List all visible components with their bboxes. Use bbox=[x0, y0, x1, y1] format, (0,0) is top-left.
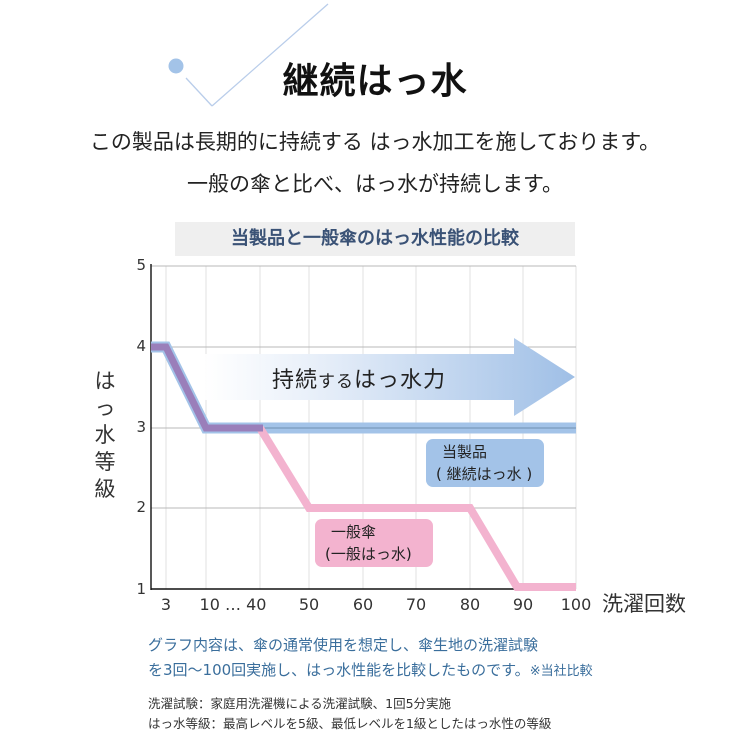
legend-product-line1: 当製品 bbox=[442, 443, 488, 461]
x-tick-70: 70 bbox=[405, 595, 427, 614]
legend-product: 当製品 ( 継続はっ水 ) bbox=[426, 439, 544, 487]
x-tick-100: 100 bbox=[560, 595, 592, 614]
page-title: 継続はっ水 bbox=[0, 52, 750, 104]
arrow-label-part-1: 持続 bbox=[272, 368, 319, 393]
chart-title: 当製品と一般傘のはっ水性能の比較 bbox=[175, 222, 575, 256]
x-tick-3: 3 bbox=[160, 595, 172, 614]
x-tick-90: 90 bbox=[512, 595, 534, 614]
y-axis-label: は っ 水 等 級 bbox=[92, 368, 118, 503]
arrow-label: 持続するはっ水力 bbox=[272, 362, 446, 394]
y-axis-label-char: は bbox=[94, 369, 116, 393]
y-axis-label-char: 等 bbox=[94, 450, 116, 474]
x-tick-60: 60 bbox=[352, 595, 374, 614]
x-tick-10-40: 10 … 40 bbox=[199, 595, 267, 614]
y-tick-4: 4 bbox=[136, 337, 146, 355]
y-axis-label-char: 級 bbox=[94, 477, 116, 501]
arrow-label-part-2: する bbox=[318, 372, 355, 392]
y-tick-5: 5 bbox=[136, 256, 146, 274]
x-tick-50: 50 bbox=[298, 595, 320, 614]
legend-general: 一般傘 (一般はっ水) bbox=[315, 519, 433, 567]
note-blue-suffix: ※当社比較 bbox=[529, 664, 593, 679]
series-overlap-line bbox=[151, 343, 263, 432]
intro-line-1: この製品は長期的に持続する はっ水加工を施しております。 bbox=[89, 130, 661, 154]
durability-arrow-icon bbox=[205, 338, 575, 416]
note-blue-line-2-text: を3回〜100回実施し、はっ水性能を比較したものです。 bbox=[148, 661, 530, 679]
series-general-line bbox=[256, 425, 576, 591]
intro-line-2: 一般の傘と比べ、はっ水が持続します。 bbox=[187, 172, 563, 196]
legend-product-line2: ( 継続はっ水 ) bbox=[436, 465, 533, 483]
decor-dot-icon bbox=[168, 58, 184, 74]
y-tick-2: 2 bbox=[136, 498, 146, 516]
title-decoration bbox=[168, 3, 329, 107]
legend-general-line2: (一般はっ水) bbox=[325, 545, 412, 563]
x-tick-80: 80 bbox=[459, 595, 481, 614]
y-tick-1: 1 bbox=[136, 580, 146, 598]
page-title-text: 継続はっ水 bbox=[278, 52, 472, 104]
note-gray-line-1: 洗濯試験：家庭用洗濯機による洗濯試験、1回5分実施 bbox=[148, 696, 452, 711]
y-tick-3: 3 bbox=[136, 418, 146, 436]
note-blue-line-1: グラフ内容は、傘の通常使用を想定し、傘生地の洗濯試験 bbox=[148, 636, 539, 654]
note-blue-line-2: を3回〜100回実施し、はっ水性能を比較したものです。※当社比較 bbox=[148, 659, 593, 680]
arrow-label-part-3: はっ水力 bbox=[354, 368, 447, 393]
y-axis-label-char: 水 bbox=[94, 423, 116, 447]
y-axis-label-char: っ bbox=[94, 396, 116, 420]
note-gray-line-2: はっ水等級：最高レベルを5級、最低レベルを1級としたはっ水性の等級 bbox=[148, 716, 552, 731]
x-axis-label: 洗濯回数 bbox=[602, 592, 686, 616]
legend-general-line1: 一般傘 bbox=[331, 523, 377, 541]
